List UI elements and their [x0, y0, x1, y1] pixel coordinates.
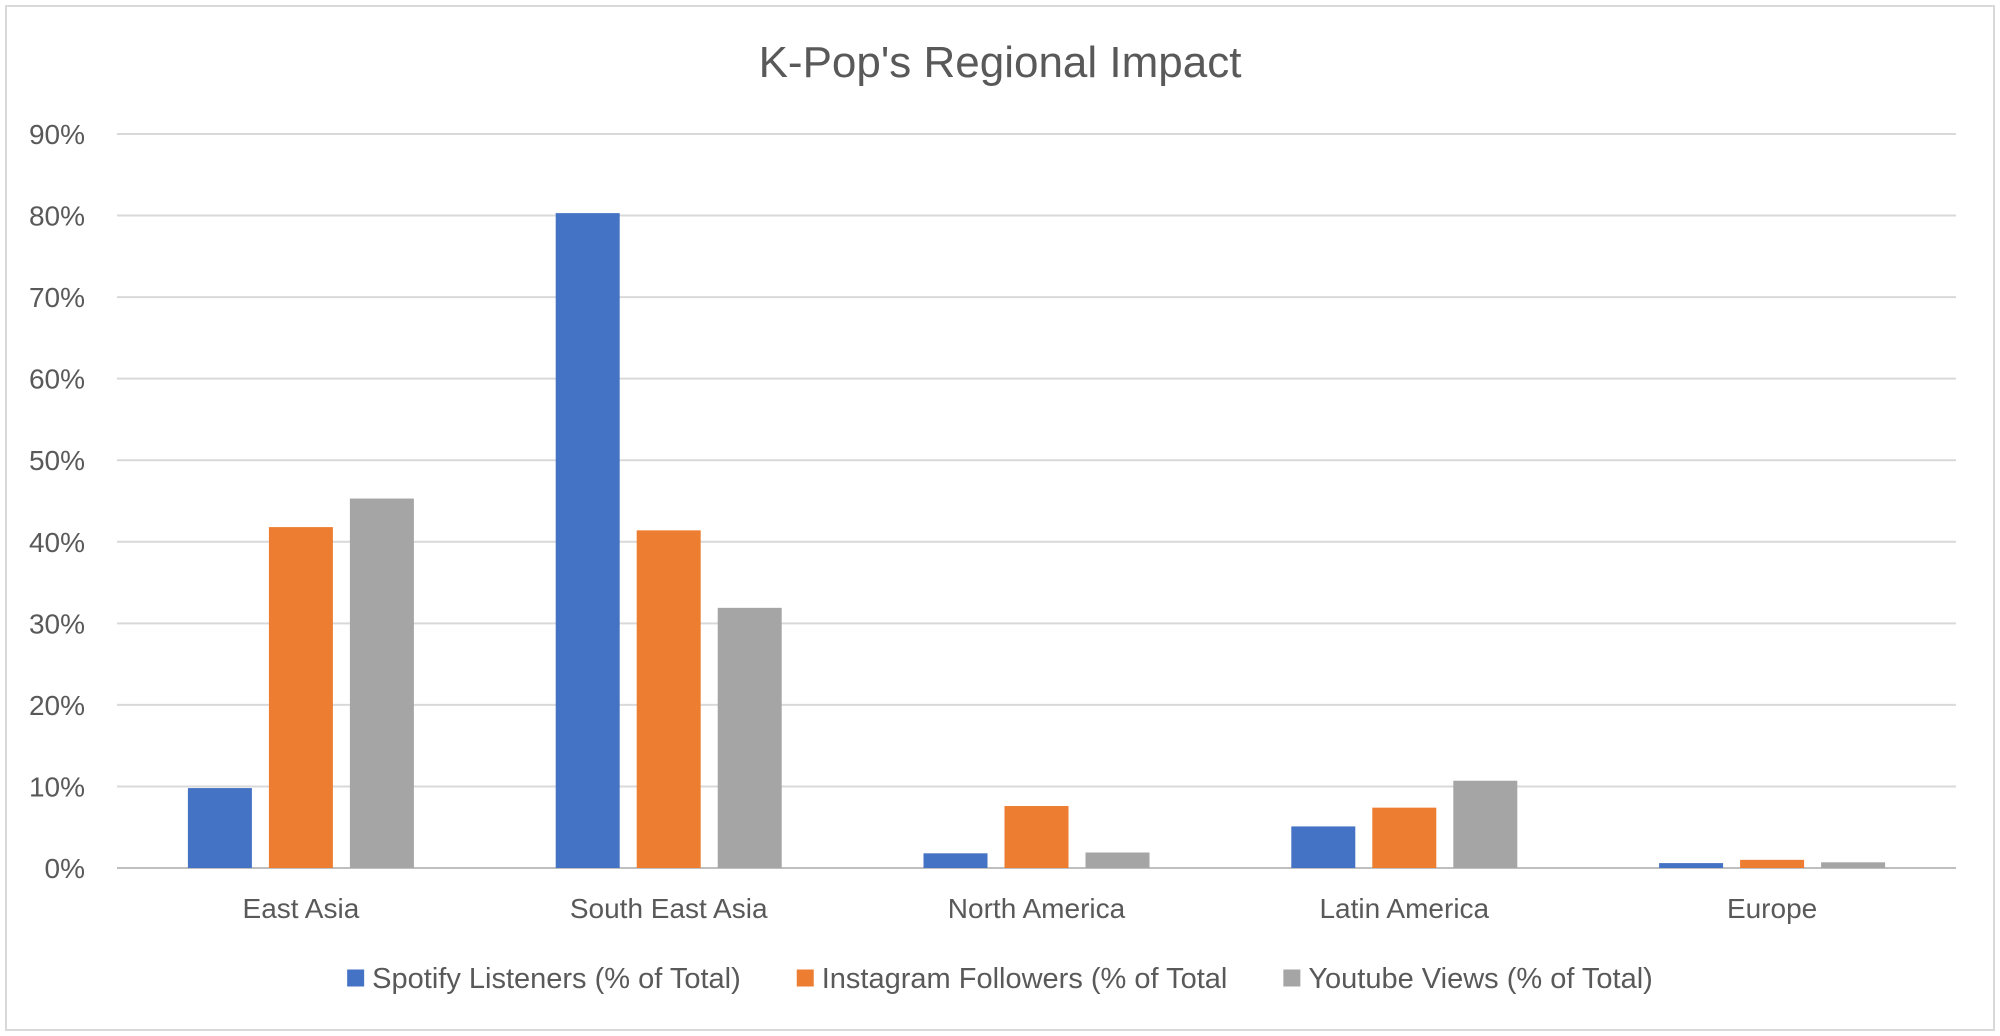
- x-tick-label: East Asia: [243, 893, 360, 924]
- bar: [1291, 826, 1356, 868]
- y-tick-label: 80%: [29, 201, 85, 232]
- y-tick-label: 60%: [29, 364, 85, 395]
- gridlines: [117, 133, 1956, 869]
- x-axis-tick-labels: East Asia South East Asia North America Lat…: [243, 893, 1818, 924]
- bar: [1740, 859, 1805, 868]
- x-tick-label: Latin America: [1319, 893, 1489, 924]
- legend-item: Youtube Views (% of Total): [1283, 963, 1653, 995]
- legend-item: Instagram Followers (% of Total: [796, 963, 1228, 995]
- bars: [187, 213, 1886, 868]
- bar: [268, 527, 333, 868]
- legend-swatch: [347, 969, 365, 987]
- y-tick-label: 20%: [29, 690, 85, 721]
- chart-border: [5, 5, 1995, 1031]
- y-tick-label: 50%: [29, 445, 85, 476]
- y-tick-label: 10%: [29, 771, 85, 802]
- legend-label: Instagram Followers (% of Total: [822, 963, 1228, 995]
- y-axis-tick-labels: 0% 10% 20% 30% 40% 50% 60% 70% 80% 90%: [29, 119, 85, 884]
- legend-label: Spotify Listeners (% of Total): [372, 963, 741, 995]
- bar: [1659, 863, 1724, 868]
- legend-label: Youtube Views (% of Total): [1308, 963, 1652, 995]
- chart-title: K-Pop's Regional Impact: [759, 38, 1242, 87]
- bar: [1372, 807, 1437, 868]
- legend: Spotify Listeners (% of Total) Instagram …: [347, 963, 1653, 995]
- y-tick-label: 90%: [29, 119, 85, 150]
- y-tick-label: 70%: [29, 282, 85, 313]
- y-tick-label: 40%: [29, 527, 85, 558]
- bar: [923, 853, 988, 868]
- legend-swatch: [1283, 969, 1301, 987]
- x-tick-label: South East Asia: [570, 893, 768, 924]
- legend-swatch: [796, 969, 814, 987]
- bar: [1085, 852, 1150, 868]
- legend-item: Spotify Listeners (% of Total): [347, 963, 741, 995]
- bar: [717, 607, 782, 868]
- x-tick-label: Europe: [1727, 893, 1817, 924]
- x-tick-label: North America: [948, 893, 1126, 924]
- y-tick-label: 0%: [45, 853, 85, 884]
- bar: [1453, 780, 1518, 868]
- bar: [636, 530, 701, 868]
- y-tick-label: 30%: [29, 608, 85, 639]
- bar: [1821, 862, 1886, 868]
- bar: [555, 213, 620, 868]
- bar: [1004, 806, 1069, 868]
- bar: [187, 788, 252, 868]
- bar: [349, 498, 414, 868]
